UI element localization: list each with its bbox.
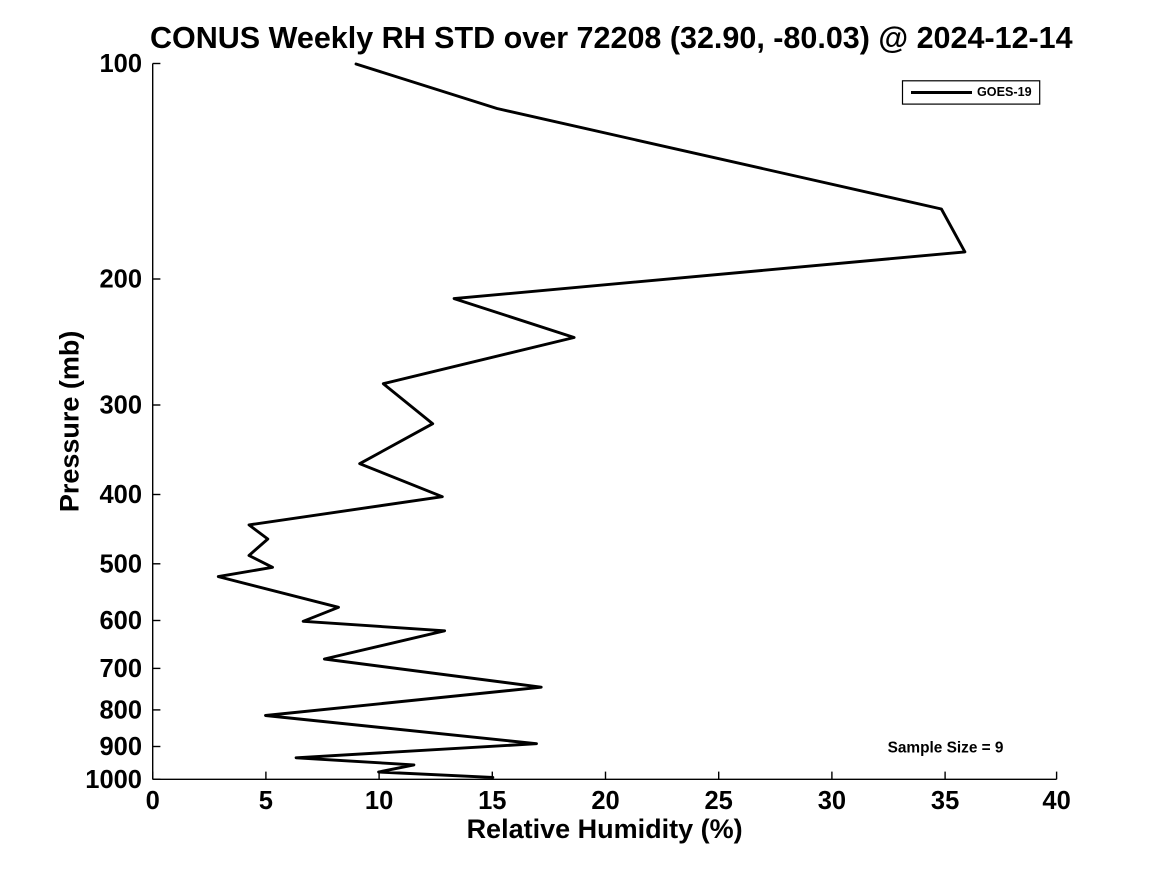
svg-text:600: 600 [99,607,142,635]
svg-text:20: 20 [591,787,619,815]
svg-text:700: 700 [99,655,142,683]
svg-text:10: 10 [365,787,393,815]
svg-text:40: 40 [1042,787,1070,815]
svg-text:35: 35 [931,787,959,815]
svg-text:400: 400 [99,481,142,509]
svg-text:15: 15 [478,787,506,815]
svg-text:CONUS Weekly RH STD over 72208: CONUS Weekly RH STD over 72208 (32.90, -… [150,21,1073,55]
svg-text:1000: 1000 [85,766,142,794]
svg-text:30: 30 [818,787,846,815]
svg-text:GOES-19: GOES-19 [977,85,1032,99]
svg-text:300: 300 [99,392,142,420]
svg-text:25: 25 [705,787,733,815]
svg-text:Sample Size = 9: Sample Size = 9 [888,740,1004,757]
svg-text:Pressure (mb): Pressure (mb) [55,331,85,513]
svg-text:200: 200 [99,266,142,294]
svg-text:5: 5 [259,787,273,815]
svg-text:Relative Humidity (%): Relative Humidity (%) [467,814,743,844]
svg-text:100: 100 [99,50,142,78]
svg-text:0: 0 [146,787,160,815]
svg-text:500: 500 [99,550,142,578]
svg-text:800: 800 [99,696,142,724]
svg-text:900: 900 [99,733,142,761]
